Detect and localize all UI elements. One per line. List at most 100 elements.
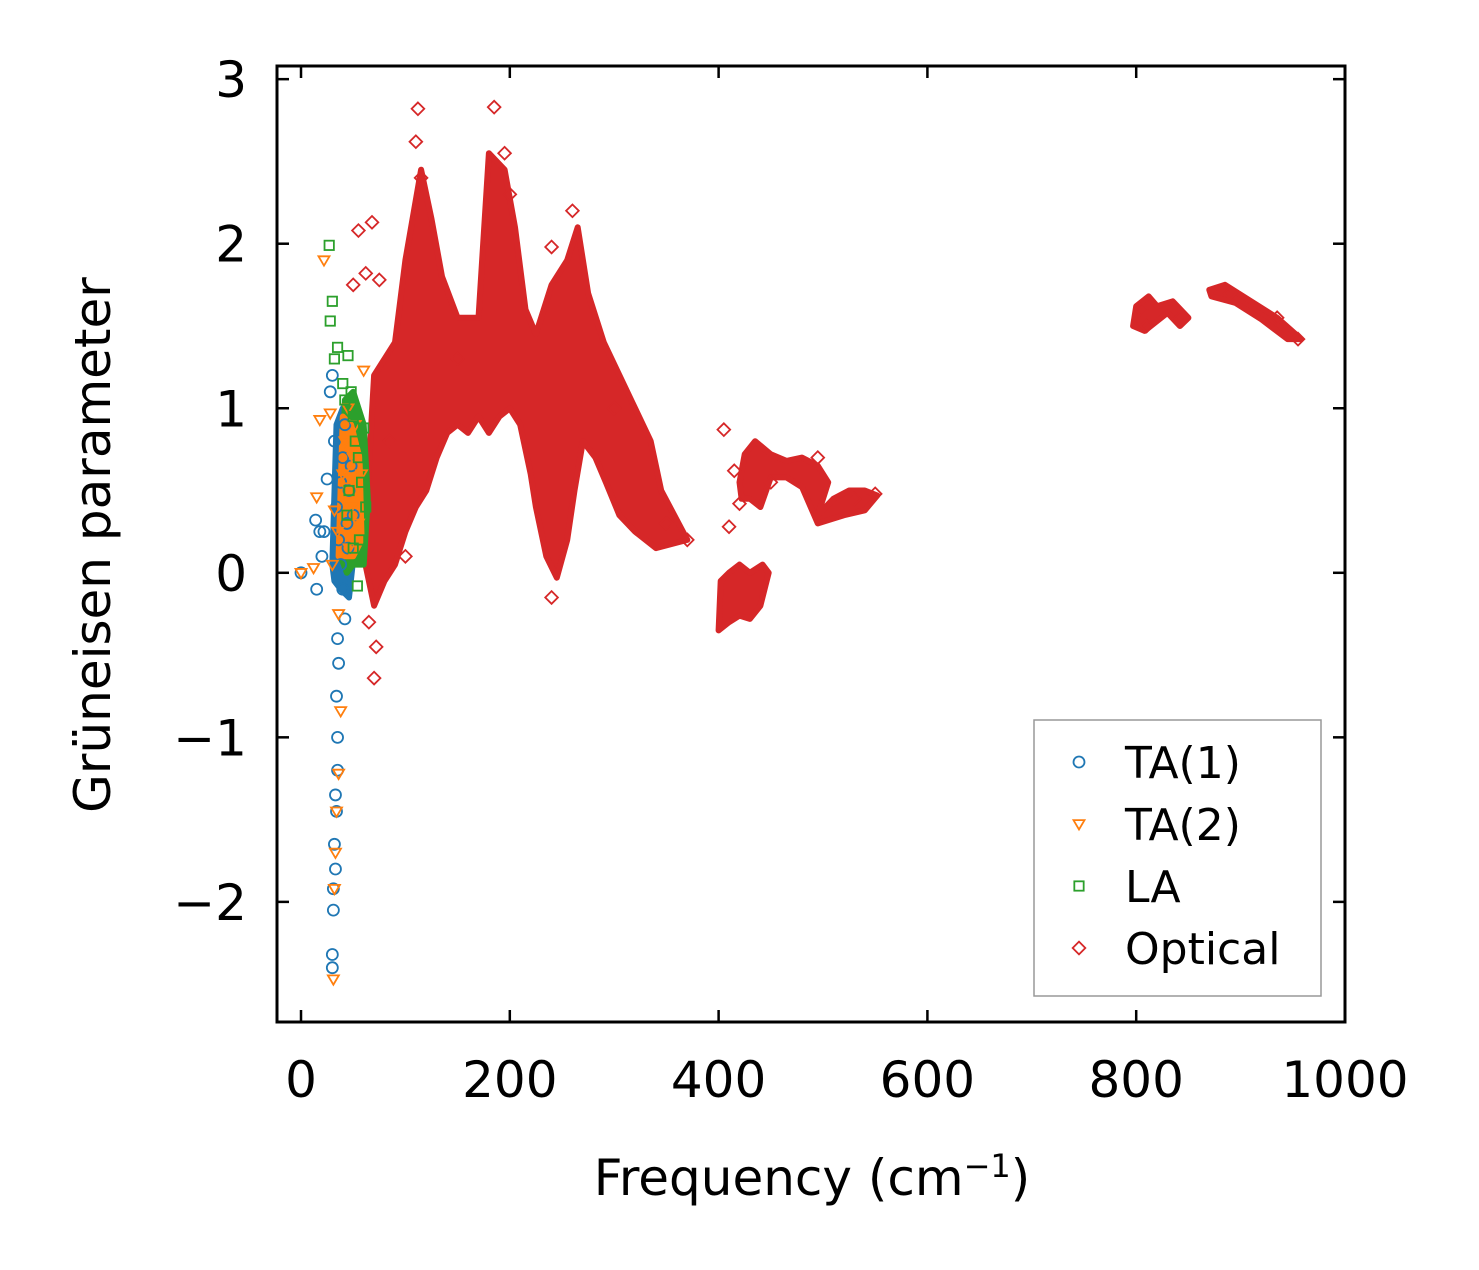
point-optical [721,519,737,535]
point-optical [450,351,466,367]
point-optical [1222,285,1238,301]
point-ta-2 [331,609,346,622]
point-optical [410,101,426,117]
y-tick-label: −2 [173,874,247,932]
y-tick-label: 3 [215,51,247,109]
point-optical [679,532,695,548]
point-ta-2 [328,847,343,860]
plot-frame [275,64,1347,1024]
point-la [326,295,338,307]
point-ta-1 [331,632,344,646]
x-axis-title: Frequency (cm−1) [594,1147,1031,1207]
point-ta-1 [336,451,350,465]
point-ta-1 [325,368,339,382]
point-ta-2 [309,492,324,505]
point-ta-2 [325,559,340,572]
point-optical [1290,331,1306,347]
point-ta-2 [306,563,321,576]
point-optical [371,272,387,288]
point-ta-2 [351,518,366,531]
point-la [360,501,372,513]
point-ta-1 [325,948,339,961]
x-tick-label: 600 [880,1051,975,1109]
point-optical [368,639,384,655]
point-optical [1269,310,1285,326]
point-ta-1 [317,525,331,539]
point-ta-1 [330,689,343,703]
point-optical [1133,301,1150,318]
point-la [323,239,335,251]
point-optical [364,214,380,230]
point-ta-1 [332,656,345,670]
point-ta-1 [326,903,340,917]
legend: TA(1) TA(2) LA Optical [1033,719,1322,997]
legend-marker-ta-2 [1071,819,1087,832]
x-axis-title-main: Frequency (cm [594,1149,964,1207]
dense-region-optical-2 [736,438,881,527]
legend-marker-la [1073,880,1085,892]
point-ta-1 [323,385,337,399]
y-tick-label: 0 [215,545,247,603]
point-optical [366,670,382,686]
point-optical [810,450,826,466]
y-tick-label: 2 [215,216,247,274]
point-ta-2 [335,469,350,482]
point-la [345,386,357,398]
y-tick-label: −1 [173,709,247,767]
point-la [352,452,365,464]
dense-region-optical-0 [360,150,691,609]
point-ta-2 [333,706,348,719]
point-ta-2 [344,502,359,515]
point-ta-1 [329,862,342,876]
point-optical [361,614,377,630]
point-ta-1 [328,837,341,851]
point-optical [1139,318,1155,334]
point-la [328,353,340,365]
point-la [331,341,344,353]
point-ta-2 [327,505,342,518]
point-ta-2 [331,768,346,781]
legend-label-optical: Optical [1125,924,1280,975]
point-optical [564,203,581,219]
point-ta-1 [340,517,354,530]
point-la [353,534,366,546]
point-ta-1 [315,549,329,563]
point-optical [408,134,424,150]
point-ta-2 [356,365,371,378]
x-axis-title-close: ) [1011,1149,1031,1207]
legend-marker-ta-1 [1072,755,1086,769]
point-ta-1 [320,472,334,486]
point-la [343,484,355,497]
point-ta-1 [331,730,344,744]
point-ta-2 [312,415,327,428]
point-optical [716,422,732,438]
point-ta-1 [325,961,339,975]
x-tick-label: 0 [285,1051,317,1109]
x-tick-label: 800 [1088,1051,1183,1109]
point-la [358,422,370,434]
x-tick-label: 400 [671,1051,766,1109]
y-tick-label: 1 [215,380,247,438]
point-optical [345,277,361,293]
point-optical [846,491,862,507]
point-ta-2 [354,469,369,482]
x-tick-label: 200 [462,1051,557,1109]
point-optical [413,170,429,186]
legend-marker-optical [1071,940,1087,956]
point-optical [731,496,748,512]
point-optical [382,433,398,449]
point-la [347,410,359,423]
point-ta-1 [310,582,324,596]
point-optical [397,548,414,564]
x-tick-label: 1000 [1281,1051,1408,1109]
point-ta-2 [326,974,341,987]
point-la [339,394,351,406]
point-optical [502,186,518,202]
dense-region-optical-1 [715,561,772,634]
point-ta-1 [329,788,342,802]
legend-label-la: LA [1125,862,1181,913]
point-ta-2 [327,883,342,896]
point-la [342,350,354,362]
y-axis-title: Grüneisen parameter [64,277,122,813]
point-ta-2 [337,436,352,449]
